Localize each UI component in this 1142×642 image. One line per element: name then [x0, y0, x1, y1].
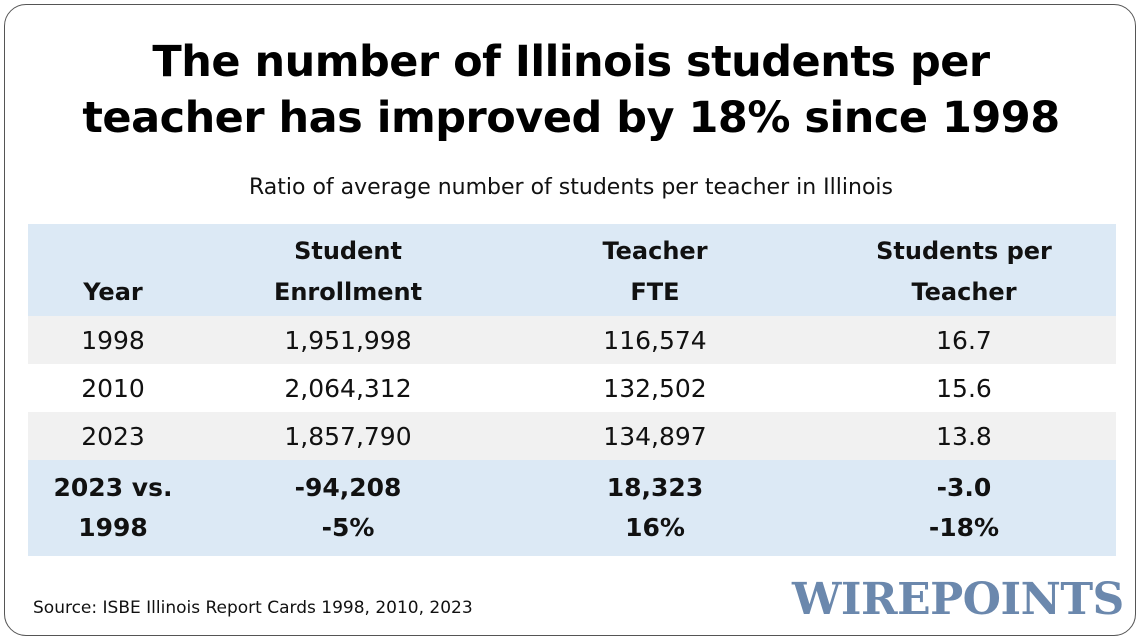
cell-teacher-fte: 132,502	[603, 373, 707, 403]
header-spt-line-2: Teacher	[911, 278, 1017, 306]
summary-enrollment: -94,208 -5%	[198, 460, 498, 556]
chart-frame	[4, 4, 1136, 636]
cell-enrollment: 1,857,790	[284, 421, 412, 451]
cell-year: 2023	[81, 421, 145, 451]
summary-spt-percent: -18%	[928, 513, 1000, 542]
summary-enrollment-percent: -5%	[321, 513, 375, 542]
chart-title: The number of Illinois students per teac…	[0, 34, 1142, 146]
header-year-line-1: Year	[83, 278, 143, 306]
cell-year: 2010	[81, 373, 145, 403]
data-table: Year Student Enrollment Teacher FTE Stud…	[28, 224, 1116, 556]
table-row: 2023 1,857,790 134,897 13.8	[28, 412, 1116, 460]
summary-label: 2023 vs. 1998	[28, 460, 198, 556]
header-enrollment-line-2: Enrollment	[273, 278, 423, 306]
wirepoints-logo: WIREPOINTS	[792, 574, 1124, 625]
header-year: Year	[28, 224, 198, 316]
header-students-per-teacher: Students per Teacher	[812, 224, 1116, 316]
summary-teacher-fte-percent: 16%	[625, 513, 685, 542]
summary-students-per-teacher: -3.0 -18%	[812, 460, 1116, 556]
summary-row: 2023 vs. 1998 -94,208 -5% 18,323 16% -3.…	[28, 460, 1116, 556]
chart-title-line-1: The number of Illinois students per	[152, 37, 990, 87]
cell-students-per-teacher: 15.6	[936, 373, 992, 403]
header-teacher-fte-line-1: Teacher	[602, 237, 708, 265]
header-teacher-fte-line-2: FTE	[630, 278, 680, 306]
header-spt-line-1: Students per	[876, 237, 1052, 265]
header-student-enrollment: Student Enrollment	[198, 224, 498, 316]
table-header-row: Year Student Enrollment Teacher FTE Stud…	[28, 224, 1116, 316]
summary-teacher-fte: 18,323 16%	[498, 460, 812, 556]
header-enrollment-line-1: Student	[294, 237, 402, 265]
summary-label-line-1: 2023 vs.	[53, 473, 173, 502]
cell-students-per-teacher: 13.8	[936, 421, 992, 451]
header-teacher-fte: Teacher FTE	[498, 224, 812, 316]
table-row: 1998 1,951,998 116,574 16.7	[28, 316, 1116, 364]
chart-subtitle: Ratio of average number of students per …	[249, 175, 893, 200]
cell-students-per-teacher: 16.7	[936, 325, 992, 355]
cell-teacher-fte: 134,897	[603, 421, 707, 451]
summary-spt-change: -3.0	[936, 473, 992, 502]
cell-enrollment: 2,064,312	[284, 373, 412, 403]
table-row: 2010 2,064,312 132,502 15.6	[28, 364, 1116, 412]
cell-year: 1998	[81, 325, 145, 355]
cell-teacher-fte: 116,574	[603, 325, 707, 355]
summary-enrollment-change: -94,208	[294, 473, 402, 502]
source-note: Source: ISBE Illinois Report Cards 1998,…	[33, 598, 473, 618]
summary-label-line-2: 1998	[78, 513, 148, 542]
cell-enrollment: 1,951,998	[284, 325, 412, 355]
summary-teacher-fte-change: 18,323	[606, 473, 704, 502]
chart-title-line-2: teacher has improved by 18% since 1998	[82, 93, 1060, 143]
